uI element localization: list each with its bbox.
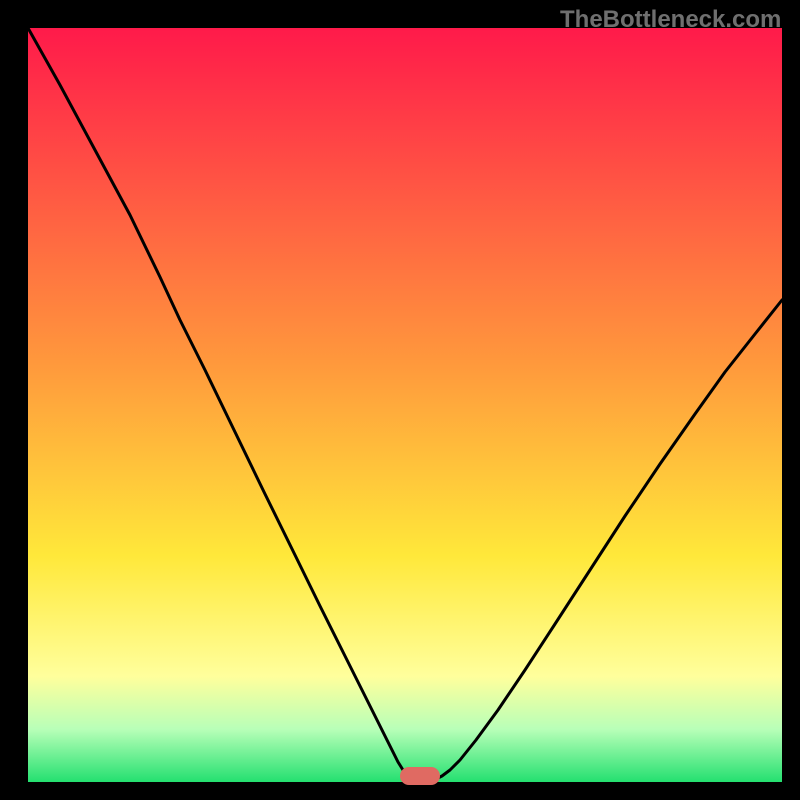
chart-frame: TheBottleneck.com bbox=[0, 0, 800, 800]
watermark-text: TheBottleneck.com bbox=[560, 6, 781, 34]
plot-area bbox=[28, 28, 782, 782]
bottleneck-curve bbox=[28, 28, 782, 782]
optimum-marker bbox=[400, 767, 440, 785]
